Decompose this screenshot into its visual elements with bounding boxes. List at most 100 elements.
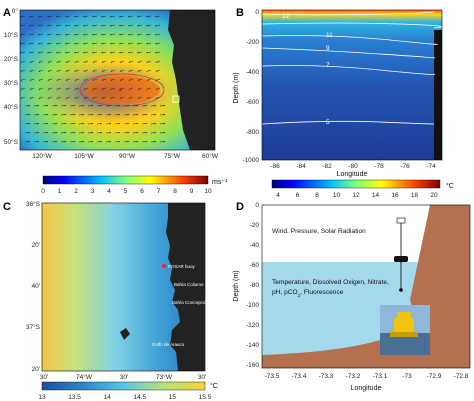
wind-vector-arrow	[101, 33, 107, 36]
panel-a-lon-ticks: 120°W 105°W 90°W 75°W 60°W	[32, 152, 219, 160]
colorbar-tick: 3	[91, 188, 95, 195]
wind-vector-arrow	[38, 51, 44, 54]
panel-b-colorbar	[271, 179, 441, 189]
wind-vector-arrow	[38, 24, 44, 27]
colorbar-tick: 14.5	[133, 394, 146, 401]
wind-vector-arrow	[56, 60, 62, 63]
panel-d-x-tick: -72.9	[427, 373, 442, 380]
panel-a-colorbar-unit: ms⁻¹	[212, 179, 228, 186]
wind-vector-arrow	[137, 24, 143, 27]
wind-vector-arrow	[29, 96, 35, 99]
wind-vector-arrow	[83, 42, 89, 45]
wind-vector-arrow	[146, 51, 152, 54]
colorbar-tick: 16	[391, 192, 399, 199]
panel-a-lat-tick: 40°S	[4, 103, 19, 111]
wind-vector-arrow	[92, 96, 98, 99]
wind-vector-arrow	[155, 51, 161, 54]
colorbar-tick: 13	[38, 394, 46, 401]
panel-a-land	[168, 10, 215, 150]
panel-b-y-tick: -600	[246, 99, 259, 106]
wind-vector-arrow	[128, 96, 134, 99]
wind-vector-arrow	[92, 24, 98, 27]
wind-vector-arrow	[74, 51, 80, 54]
wind-vector-arrow	[119, 24, 125, 27]
wind-vector-arrow	[56, 42, 62, 45]
wind-vector-arrow	[83, 33, 89, 36]
panel-d-subsurface-label-1: Temperature, Dissolved Oxigen, Nitrate,	[272, 279, 389, 286]
panel-b-x-tick: -76	[400, 163, 410, 170]
wind-vector-arrow	[74, 15, 80, 18]
wind-vector-arrow	[101, 51, 107, 54]
wind-vector-arrow	[83, 87, 89, 90]
colorbar-tick: 7	[157, 188, 161, 195]
wind-vector-arrow	[38, 15, 44, 18]
colorbar-tick: 18	[411, 192, 419, 199]
wind-vector-arrow	[56, 33, 62, 36]
wind-vector-arrow	[119, 96, 125, 99]
wind-vector-arrow	[128, 33, 134, 36]
panel-b-isotherms	[261, 11, 443, 125]
colorbar-tick: 5	[124, 188, 128, 195]
panel-d-buoy-photo	[380, 305, 430, 355]
panel-a-jet-core	[84, 76, 160, 104]
wind-vector-arrow	[128, 42, 134, 45]
panel-c-label-arauco: Golfo de Arauco	[152, 342, 185, 347]
wind-vector-arrow	[146, 24, 152, 27]
wind-vector-arrow	[146, 33, 152, 36]
wind-vector-arrow	[65, 60, 71, 63]
panel-b-contour-label: 7	[326, 62, 330, 69]
wind-vector-arrow	[83, 51, 89, 54]
wind-vector-arrow	[137, 60, 143, 63]
wind-vector-arrow	[92, 42, 98, 45]
wind-vector-arrow	[92, 15, 98, 18]
panel-c-lon-ticks: 30' 74°W 30' 73°W 30'	[40, 373, 206, 381]
wind-vector-arrow	[92, 78, 98, 81]
wind-vector-arrow	[146, 42, 152, 45]
panel-a-lon-tick: 105°W	[74, 152, 94, 160]
panel-a-lat-tick: 0°	[12, 7, 19, 15]
panel-c-lat-tick: 20'	[32, 366, 40, 373]
wind-vector-arrow	[56, 51, 62, 54]
wind-vector-arrow	[56, 96, 62, 99]
panel-d-subsurface-label-2: pH, pCO2, Fluorescence	[272, 289, 344, 298]
wind-vector-arrow	[146, 69, 152, 72]
panel-a-study-area-box	[172, 95, 180, 103]
wind-vector-arrow	[38, 42, 44, 45]
panel-b-x-tick: -78	[374, 163, 384, 170]
panel-c-label-coliumo: Bahía Coliumo	[174, 282, 204, 287]
wind-vector-arrow	[155, 15, 161, 18]
panel-b-y-tick: -800	[246, 129, 259, 136]
wind-vector-arrow	[128, 60, 134, 63]
panel-c-colorbar-ticks: 13 13.5 14 14.5 15 15.5	[38, 394, 211, 401]
wind-vector-arrow	[20, 60, 26, 63]
colorbar-tick: 6	[296, 192, 300, 199]
panel-c-buoy-marker	[162, 264, 166, 268]
panel-d-x-tick: -73.3	[319, 373, 334, 380]
colorbar-tick: 15.5	[199, 394, 212, 401]
wind-vector-arrow	[29, 51, 35, 54]
panel-d-x-tick: -73.1	[373, 373, 388, 380]
wind-vector-arrow	[47, 42, 53, 45]
wind-vector-arrow	[20, 24, 26, 27]
colorbar-tick: 4	[276, 192, 280, 199]
panel-a-lon-tick: 75°W	[164, 152, 181, 160]
panel-c-lon-tick: 30'	[198, 374, 206, 381]
panel-d-y-tick: -120	[246, 322, 259, 329]
panel-b-contour-label: 9	[326, 45, 330, 52]
wind-vector-arrow	[83, 69, 89, 72]
panel-b-letter: B	[236, 7, 244, 19]
colorbar-tick: 15	[169, 394, 177, 401]
panel-c-lon-tick: 73°W	[156, 373, 173, 381]
wind-vector-arrow	[56, 15, 62, 18]
wind-vector-arrow	[146, 96, 152, 99]
wind-vector-arrow	[155, 87, 161, 90]
wind-vector-arrow	[119, 42, 125, 45]
panel-b-x-tick: -74	[426, 163, 436, 170]
wind-vector-arrow	[128, 51, 134, 54]
wind-vector-arrow	[101, 24, 107, 27]
wind-vector-arrow	[110, 60, 116, 63]
wind-vector-arrow	[128, 87, 134, 90]
wind-vector-arrow	[20, 42, 26, 45]
wind-vector-arrow	[92, 69, 98, 72]
wind-vector-arrow	[119, 87, 125, 90]
